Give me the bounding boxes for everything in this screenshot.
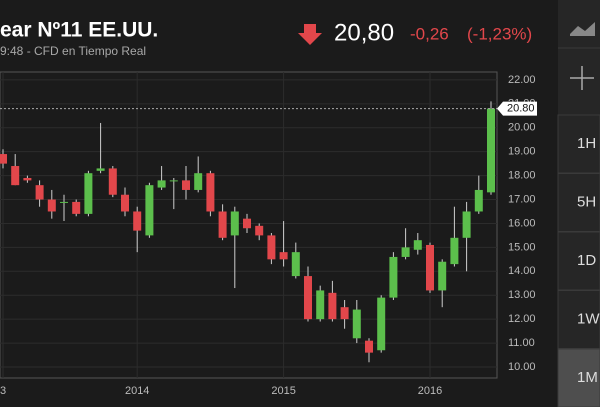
x-tick-label: 3 (0, 385, 6, 397)
candle-body (304, 276, 312, 320)
timeframe-label[interactable]: 1W (577, 310, 600, 327)
candle-body (11, 166, 20, 186)
candle-body (206, 173, 215, 212)
candle-body (340, 307, 349, 320)
candle-body (145, 185, 154, 236)
candle-body (133, 211, 142, 231)
change-pct: (-1,23%) (467, 24, 532, 43)
change: -0,26 (410, 24, 449, 43)
candle-body (108, 168, 117, 195)
timeframe-label[interactable]: 1D (577, 252, 596, 269)
candle-body (438, 261, 447, 291)
candle-body (243, 218, 251, 229)
x-tick-label: 2014 (125, 385, 149, 397)
candle-body (230, 211, 239, 236)
candle-body (401, 247, 410, 257)
candle-body (157, 180, 166, 188)
candle-body (487, 108, 495, 193)
timeframe-label[interactable]: 1M (577, 369, 598, 386)
instrument-title: ear Nº11 EE.UU. (0, 19, 158, 42)
candle-body (23, 177, 32, 181)
chart-icon[interactable] (570, 22, 595, 36)
timeframe-button[interactable] (557, 173, 600, 232)
y-tick-label: 16.00 (508, 217, 536, 229)
timeframe-button[interactable] (557, 290, 600, 349)
candle-body (255, 225, 264, 236)
candle-body (96, 168, 105, 171)
candle-body (426, 244, 434, 291)
candle-body (279, 252, 288, 260)
timeframe-button[interactable] (557, 114, 600, 174)
crosshair-icon[interactable] (570, 66, 594, 90)
x-tick-label: 2016 (418, 385, 442, 397)
candle-body (60, 201, 68, 203)
y-tick-label: 20.00 (508, 122, 536, 134)
y-tick-label: 11.00 (508, 337, 535, 349)
candle-body (47, 199, 56, 212)
candle-body (72, 201, 81, 214)
candle-body (413, 240, 422, 250)
candle-body (352, 309, 361, 339)
y-tick-label: 13.00 (508, 289, 536, 301)
candle-body (0, 154, 7, 164)
y-tick-label: 19.00 (508, 146, 536, 158)
candle-body (316, 290, 325, 320)
timeframe-label[interactable]: 1H (577, 135, 596, 152)
y-tick-label: 10.00 (508, 361, 536, 373)
candle-body (182, 180, 190, 190)
candle-body (35, 185, 44, 200)
candle-body (121, 194, 129, 212)
candle-body (462, 211, 471, 238)
candle-body (194, 173, 203, 190)
y-tick-label: 18.00 (508, 170, 536, 182)
y-tick-label: 14.00 (508, 265, 536, 277)
x-tick-label: 2015 (271, 385, 295, 397)
candle-body (84, 173, 93, 214)
y-tick-label: 22.00 (508, 74, 536, 86)
subtitle: 9:48 - CFD en Tiempo Real (0, 44, 146, 58)
down-arrow (298, 24, 322, 45)
timeframe-label[interactable]: 5H (577, 193, 596, 210)
timeframe-button[interactable] (557, 348, 600, 407)
y-tick-label: 12.00 (508, 313, 536, 325)
candle-body (474, 189, 483, 212)
y-tick-label: 15.00 (508, 241, 536, 253)
candle-body (450, 237, 459, 265)
last-price-tag (497, 101, 537, 116)
timeframe-menu: 1H 5H 1D 1W 1M (557, 114, 600, 407)
candle-body (389, 256, 398, 298)
candle-body (291, 252, 300, 277)
candle-body (169, 180, 178, 182)
y-tick-label: 17.00 (508, 193, 536, 205)
candle-body (267, 235, 276, 260)
plot: 10.00 11.00 12.00 13.00 14.00 15.00 16.00 17.00… (0, 72, 537, 397)
plot-frame (0, 71, 498, 379)
timeframe-button[interactable] (557, 231, 600, 291)
last-price-label: 20.80 (507, 103, 535, 115)
candle-body (218, 211, 227, 238)
candle-body (377, 297, 386, 351)
price: 20,80 (334, 19, 394, 46)
candle-body (328, 292, 337, 320)
candle-body (365, 340, 373, 353)
